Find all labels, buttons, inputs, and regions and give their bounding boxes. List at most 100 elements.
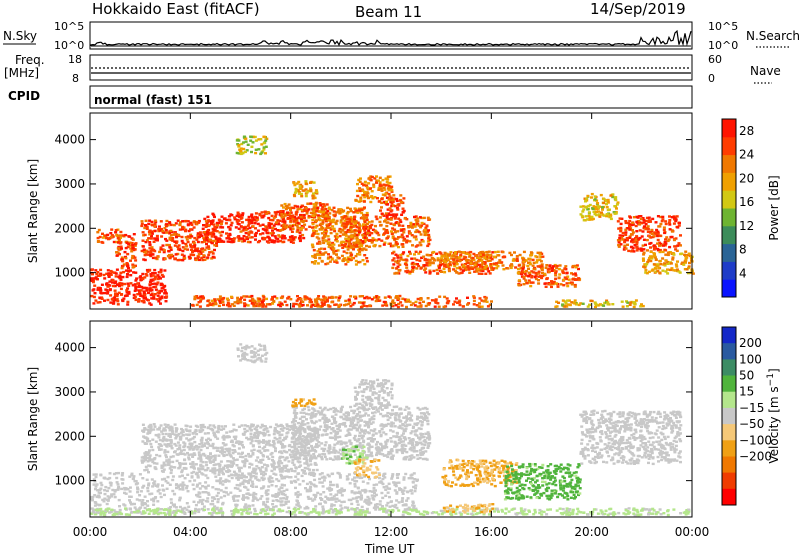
power-cell <box>620 300 624 303</box>
velocity-cell <box>266 492 270 496</box>
velocity-cell <box>415 479 419 482</box>
power-cell <box>401 236 405 239</box>
power-cell <box>413 263 417 266</box>
power-cell <box>347 238 350 241</box>
power-cell <box>623 240 627 244</box>
power-cell <box>288 235 292 239</box>
power-cell <box>300 195 304 198</box>
power-cell <box>393 237 397 240</box>
power-cell <box>557 267 561 271</box>
velocity-cell <box>347 473 351 476</box>
power-cell <box>222 296 226 300</box>
freq-unit: [MHz] <box>4 66 39 80</box>
power-cell <box>527 275 531 278</box>
station-title: Hokkaido East (fitACF) <box>92 0 260 18</box>
power-cell <box>619 226 623 230</box>
velocity-cell <box>186 490 190 493</box>
power-cell <box>644 269 648 272</box>
velocity-cell <box>312 474 316 477</box>
power-cell <box>480 305 484 308</box>
power-cell <box>312 232 316 235</box>
power-cell <box>455 266 459 270</box>
power-cell <box>470 260 474 264</box>
velocity-cell <box>201 491 205 494</box>
power-cell <box>573 283 577 287</box>
power-cell <box>114 272 118 275</box>
power-cell <box>328 212 332 215</box>
power-cell <box>383 296 387 299</box>
power-cell <box>310 301 314 304</box>
power-cell <box>661 269 665 272</box>
velocity-cell <box>194 503 198 507</box>
power-cell <box>254 227 257 230</box>
power-cell <box>390 189 394 192</box>
power-cell <box>103 299 106 302</box>
power-cell <box>365 184 369 187</box>
velocity-cell <box>353 479 357 483</box>
velocity-cell <box>247 481 251 485</box>
power-cell <box>479 251 483 254</box>
power-cell <box>328 226 332 229</box>
power-cell <box>228 305 232 308</box>
power-cell <box>347 221 351 224</box>
power-cell <box>517 267 520 271</box>
power-cell <box>539 255 543 259</box>
velocity-cell <box>296 501 300 505</box>
power-cell <box>198 250 202 253</box>
power-cell <box>281 209 285 213</box>
power-cell <box>142 258 146 261</box>
power-cell <box>447 254 451 257</box>
power-cell <box>244 140 248 143</box>
power-cell <box>388 195 392 198</box>
power-cell <box>120 284 124 287</box>
power-cell <box>468 255 472 258</box>
velocity-cell <box>269 453 273 456</box>
power-cell <box>127 266 130 270</box>
power-cell <box>390 202 394 205</box>
velocity-cell <box>210 496 214 499</box>
power-cell <box>424 304 428 308</box>
velocity-cell <box>252 491 256 495</box>
power-cell <box>285 303 289 307</box>
power-cell <box>405 266 409 269</box>
power-cell <box>292 305 295 308</box>
power-cell <box>621 238 625 241</box>
power-cell <box>650 232 654 235</box>
velocity-cell <box>224 486 228 490</box>
power-cell <box>404 270 408 273</box>
velocity-cell <box>396 473 399 476</box>
velocity-cell <box>412 504 416 508</box>
power-cell <box>227 225 231 229</box>
velocity-cell <box>222 468 226 471</box>
velocity-cell <box>195 471 199 475</box>
power-cell <box>257 299 261 303</box>
power-cell <box>289 298 293 301</box>
velocity-cell <box>334 500 338 503</box>
velocity-cell <box>348 482 352 485</box>
power-cell <box>382 183 386 186</box>
power-cell <box>280 204 284 207</box>
power-cell <box>554 271 558 275</box>
velocity-cell <box>374 503 377 507</box>
velocity-cell <box>254 493 258 496</box>
velocity-cell <box>282 449 286 453</box>
power-cell <box>464 263 467 266</box>
power-cell <box>624 231 628 234</box>
power-cell <box>613 205 617 208</box>
velocity-cell <box>213 426 217 429</box>
power-cell <box>452 262 456 266</box>
velocity-cell <box>153 480 157 483</box>
power-cell <box>353 295 356 298</box>
power-cell <box>672 269 676 272</box>
power-cell <box>94 299 98 302</box>
power-cell <box>389 200 393 204</box>
velocity-cell <box>353 509 357 512</box>
power-cell <box>398 263 402 266</box>
velocity-cell <box>208 424 212 427</box>
power-cell <box>175 240 179 243</box>
velocity-cell <box>221 483 225 486</box>
power-cell <box>120 256 124 259</box>
power-cell <box>557 276 561 279</box>
power-cell <box>363 296 367 300</box>
power-cell <box>314 189 318 192</box>
